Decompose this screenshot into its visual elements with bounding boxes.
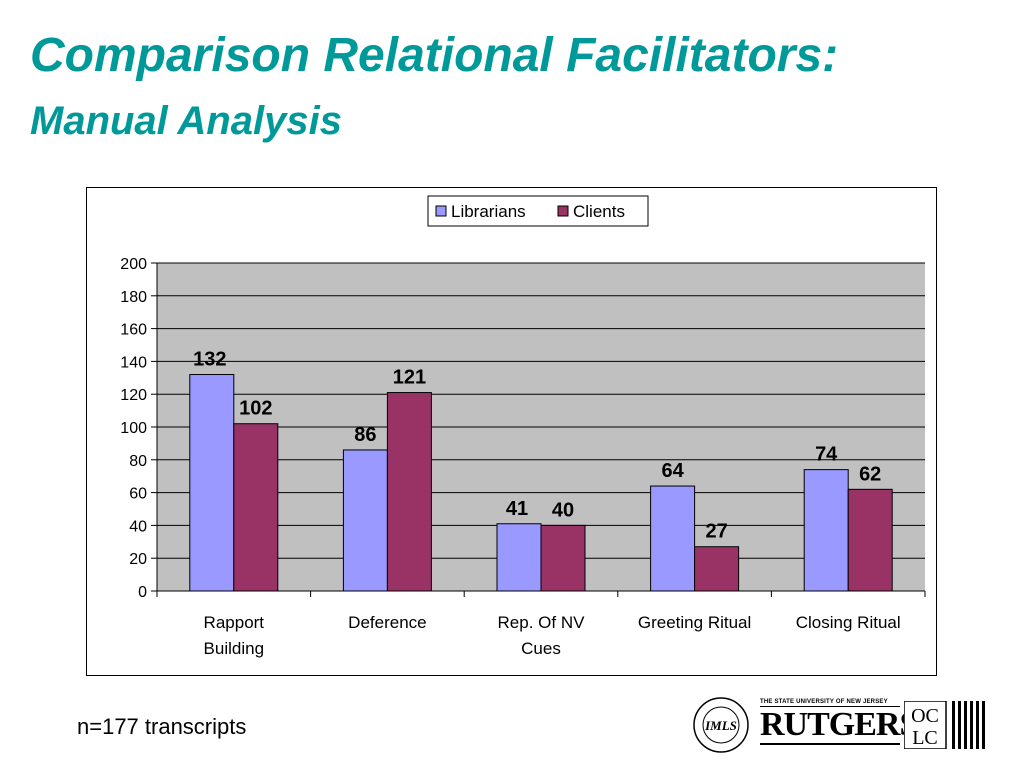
y-tick-label: 140 [120,354,147,371]
bar [496,523,542,592]
bar [694,546,740,592]
y-tick-label: 100 [120,420,147,437]
bar [803,469,849,592]
footnote: n=177 transcripts [77,714,247,739]
legend-swatch [435,205,447,217]
y-tick-label: 60 [129,486,147,503]
bar [342,449,388,592]
bar [540,524,586,592]
imls-seal-logo: IMLS [693,697,749,753]
legend-swatch [557,205,569,217]
bar [233,423,279,592]
legend-box [427,195,649,227]
seal-monogram: IMLS [704,718,737,733]
oclc-logo: OC LC [904,701,985,749]
bar [386,392,432,592]
y-tick-label: 80 [129,453,147,470]
x-tick-label: Greeting Ritual [638,613,751,632]
y-tick-label: 0 [138,584,147,601]
slide-subtitle: Manual Analysis [30,99,342,143]
data-label: 64 [661,460,684,482]
data-label: 41 [506,498,528,520]
bar [650,485,696,592]
x-tick-label: Deference [348,613,426,632]
data-label: 40 [552,499,574,521]
data-label: 62 [859,463,881,485]
oclc-bars [952,701,985,749]
sponsor-logos: IMLS THE STATE UNIVERSITY OF NEW JERSEY … [690,695,995,755]
data-label: 121 [393,367,426,389]
x-tick-label: Building [204,639,264,658]
x-tick-label: Rapport [204,613,265,632]
data-label: 86 [354,424,376,446]
data-label: 27 [705,521,727,543]
chart-container: 0 20 40 60 80 100 120 140 160 180 200 132 102 Rapport… [86,187,937,676]
bar [189,374,235,592]
rutgers-wordmark: RUTGERS [760,706,918,745]
y-tick-label: 40 [129,518,147,535]
bar [847,488,893,592]
bar-chart: 0 20 40 60 80 100 120 140 160 180 200 132 102 Rapport… [120,195,926,658]
x-tick-label: Closing Ritual [796,613,901,632]
slide-title: Comparison Relational Facilitators: [30,29,839,82]
y-tick-label: 120 [120,387,147,404]
data-label: 102 [239,398,272,420]
oclc-bottom-text: LC [912,727,938,749]
rutgers-tagline: THE STATE UNIVERSITY OF NEW JERSEY [760,699,900,707]
oclc-top-text: OC [911,705,939,727]
rutgers-logo: THE STATE UNIVERSITY OF NEW JERSEY RUTGE… [760,699,918,749]
data-label: 74 [815,444,838,466]
data-label: 132 [193,349,226,371]
y-tick-label: 200 [120,256,147,273]
legend-label: Librarians [451,202,526,221]
y-tick-label: 20 [129,551,147,568]
legend-label: Clients [573,202,625,221]
y-tick-label: 160 [120,322,147,339]
x-tick-label: Cues [521,639,561,658]
y-tick-label: 180 [120,289,147,306]
x-tick-label: Rep. Of NV [498,613,586,632]
